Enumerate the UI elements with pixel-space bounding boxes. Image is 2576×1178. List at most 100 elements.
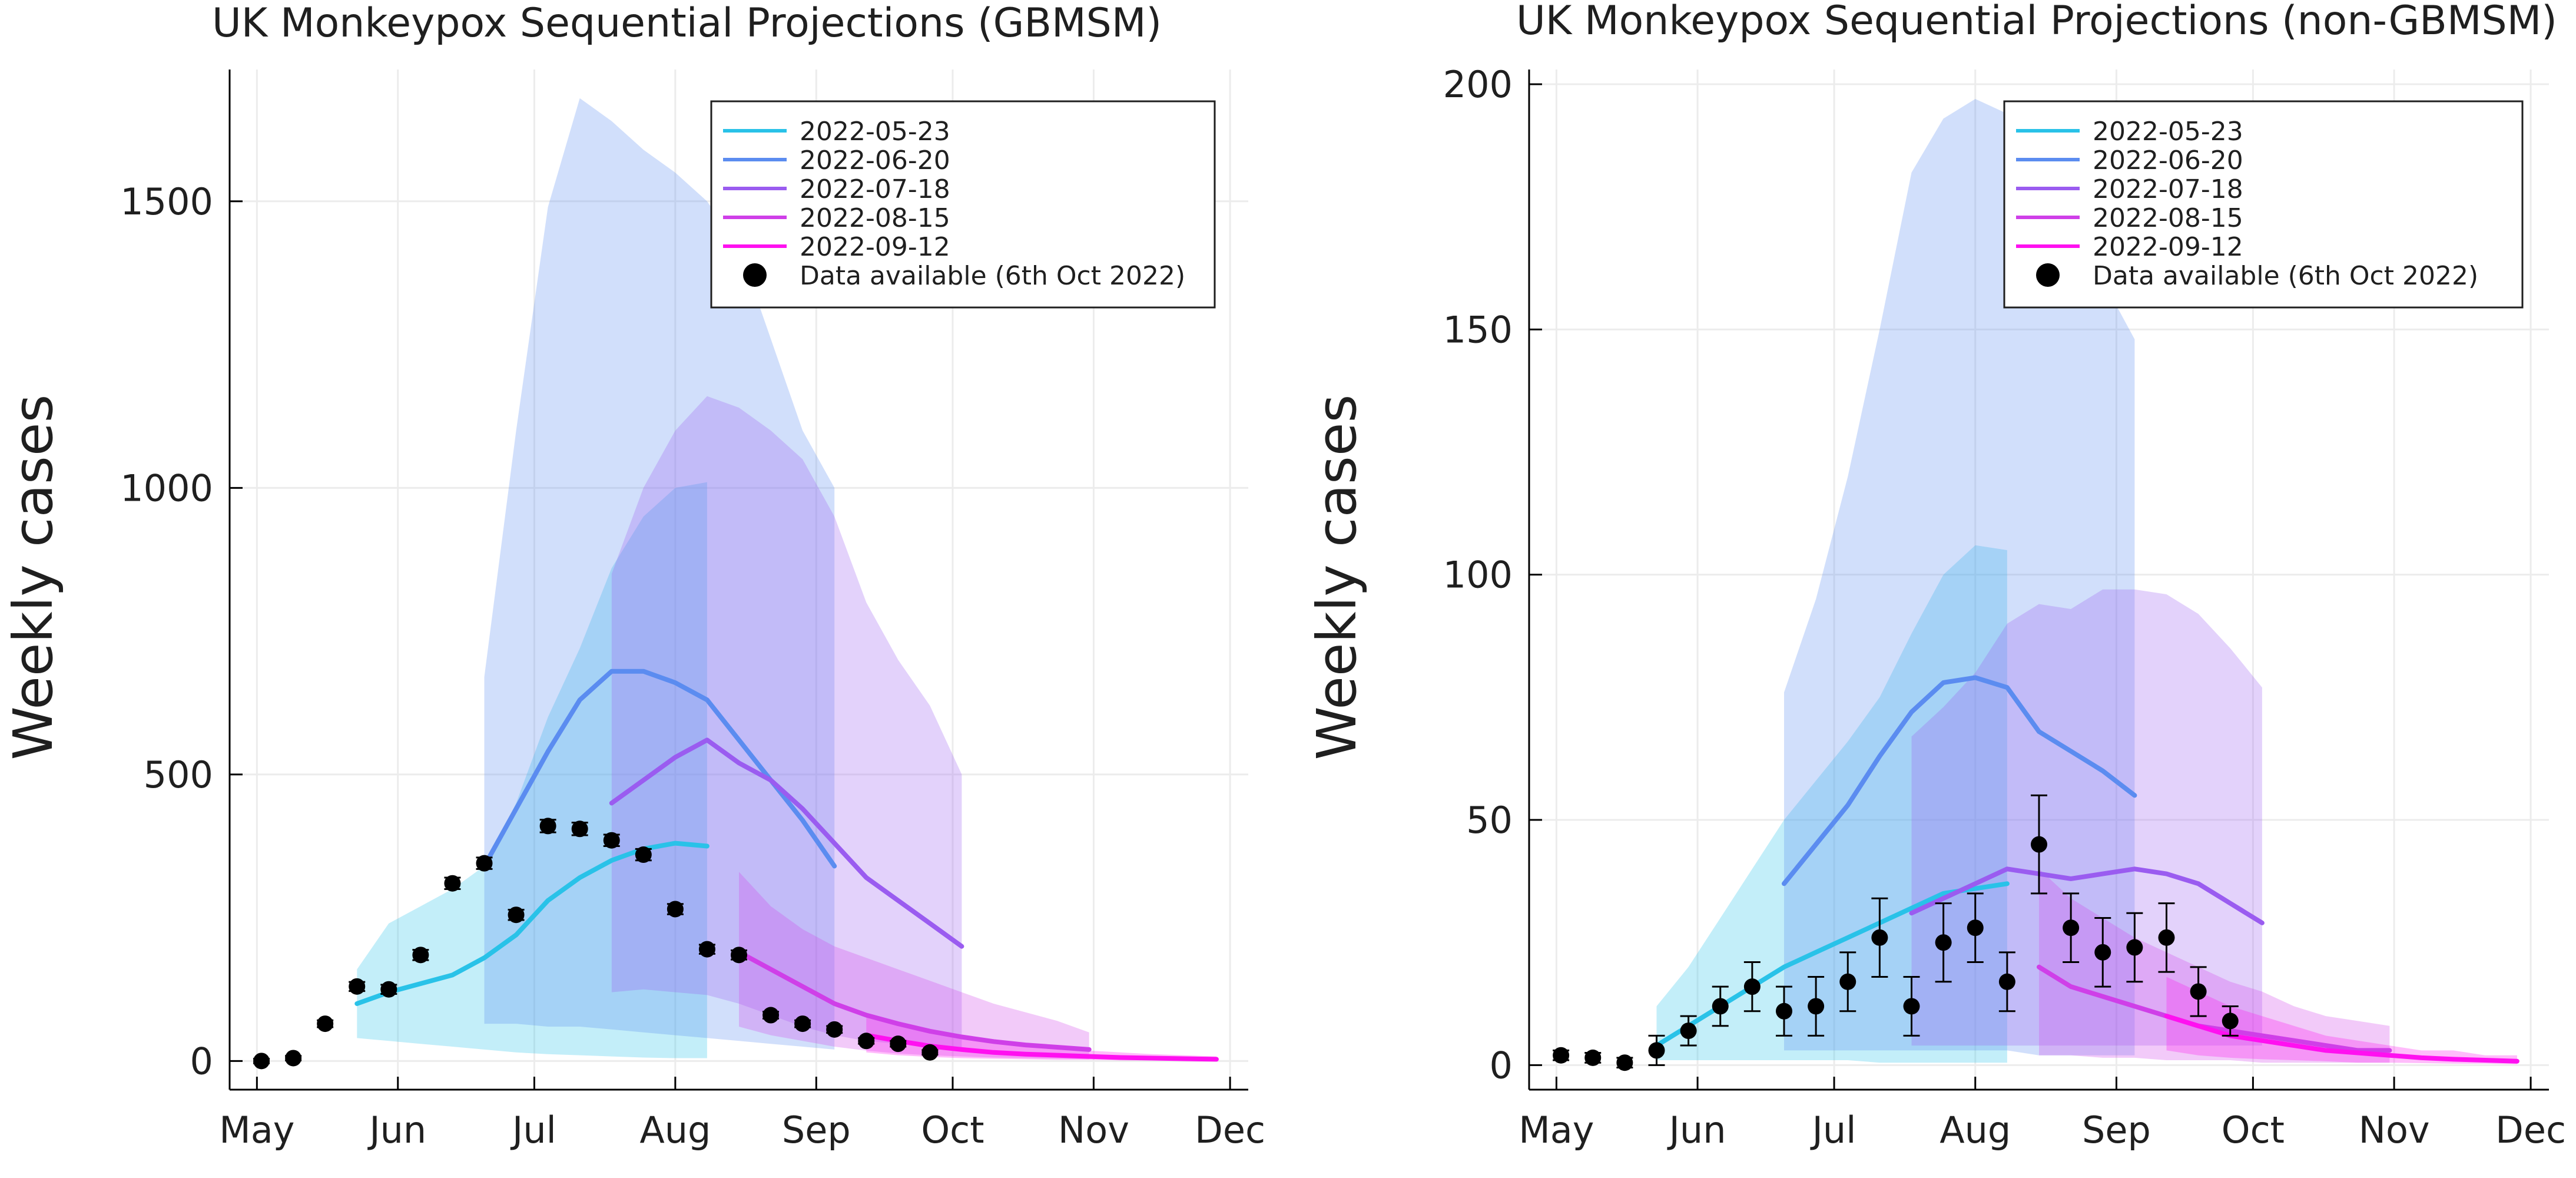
legend-label: Data available (6th Oct 2022) — [800, 261, 1185, 291]
legend-label: 2022-05-23 — [800, 117, 950, 147]
y-tick-label: 50 — [1466, 799, 1513, 842]
legend-label: 2022-07-18 — [2093, 174, 2243, 204]
y-tick-label: 1000 — [120, 466, 213, 509]
x-tick-label: Jun — [367, 1108, 426, 1151]
data-point — [1998, 973, 2015, 990]
data-point — [794, 1015, 811, 1033]
y-tick-label: 100 — [1443, 554, 1513, 597]
legend-swatch — [2036, 263, 2060, 287]
y-tick-label: 1500 — [120, 180, 213, 223]
data-point — [667, 901, 684, 918]
y-tick-label: 200 — [1443, 63, 1513, 106]
band-2022-08-15 — [739, 872, 1089, 1060]
chart-non-gbmsm: 0 50 100 150 200 May Jun Jul Aug Sep Oct Nov Dec UK M… — [1305, 0, 2566, 1151]
data-point — [253, 1053, 270, 1070]
x-tick-label: Oct — [921, 1108, 984, 1151]
x-tick-label: May — [1519, 1108, 1594, 1151]
band-2022-09-12 — [2166, 977, 2517, 1064]
y-axis-label: Weekly cases — [2, 395, 65, 760]
data-point — [1743, 978, 1761, 995]
x-tick-label: Nov — [1058, 1108, 1129, 1151]
series-line-2022-09-12 — [864, 1033, 1219, 1062]
data-point — [1776, 1002, 1792, 1020]
data-point — [1903, 998, 1920, 1015]
data-point — [508, 906, 525, 924]
band-2022-08-15 — [2039, 869, 2390, 1063]
y-tick-label: 500 — [144, 753, 213, 796]
legend-label: 2022-08-15 — [2093, 203, 2243, 233]
data-point — [317, 1015, 334, 1033]
data-point — [2063, 919, 2080, 937]
legend-label: 2022-08-15 — [800, 203, 950, 233]
data-point — [1935, 934, 1952, 951]
x-tick-label: Aug — [639, 1108, 711, 1151]
band-2022-05-23 — [357, 482, 707, 1058]
data-point — [2190, 983, 2207, 1000]
data-point — [2158, 929, 2175, 946]
data-point — [762, 1007, 780, 1024]
data-point — [1967, 919, 1984, 937]
y-tick-label: 0 — [1490, 1044, 1513, 1087]
data-point — [603, 832, 620, 849]
chart-title: UK Monkeypox Sequential Projections (GBM… — [212, 0, 1162, 47]
band-2022-06-20 — [1784, 99, 2135, 1055]
series-line-2022-07-18 — [1909, 866, 2265, 925]
y-axis-label: Weekly cases — [1305, 395, 1368, 760]
data-point — [2126, 939, 2143, 956]
data-point — [890, 1035, 907, 1053]
data-point — [476, 855, 493, 872]
x-tick-label: Aug — [1940, 1108, 2011, 1151]
series-line-2022-06-20 — [1782, 675, 2137, 886]
legend-box — [710, 100, 1216, 309]
x-tick-label: Dec — [1195, 1108, 1265, 1151]
data-point — [635, 846, 652, 863]
legend-label: Data available (6th Oct 2022) — [2093, 261, 2478, 291]
data-point — [1553, 1047, 1570, 1064]
x-tick-label: Oct — [2222, 1108, 2285, 1151]
chart-gbmsm: 0 500 1000 1500 May Jun Jul Aug Sep Oct Nov Dec UK M… — [2, 0, 1265, 1151]
band-2022-07-18 — [1911, 589, 2262, 1046]
y-tick-label: 0 — [190, 1040, 213, 1083]
data-point — [1616, 1054, 1633, 1071]
data-point — [2031, 836, 2047, 853]
data-point — [571, 820, 588, 838]
x-tick-label: Dec — [2495, 1108, 2566, 1151]
legend-label: 2022-06-20 — [800, 145, 950, 176]
data-point — [1584, 1049, 1602, 1066]
data-point — [731, 947, 747, 964]
x-tick-label: Sep — [782, 1108, 851, 1151]
data-point — [1712, 998, 1729, 1015]
x-tick-label: Sep — [2082, 1108, 2151, 1151]
chart-title: UK Monkeypox Sequential Projections (non… — [1516, 0, 2557, 44]
legend-label: 2022-07-18 — [800, 174, 950, 204]
band-2022-06-20 — [484, 98, 835, 1050]
data-point — [380, 981, 397, 998]
data-point — [921, 1044, 939, 1061]
series-line-2022-05-23 — [354, 841, 710, 1006]
data-point — [1808, 998, 1825, 1015]
legend-label: 2022-09-12 — [2093, 232, 2243, 262]
data-point — [412, 947, 429, 964]
data-point — [1648, 1042, 1665, 1059]
x-tick-label: Jun — [1667, 1108, 1726, 1151]
y-tick-label: 150 — [1443, 308, 1513, 351]
legend-box — [2003, 100, 2524, 309]
legend-label: 2022-09-12 — [800, 232, 950, 262]
data-point — [539, 818, 556, 835]
series-line-2022-09-12 — [2164, 1014, 2519, 1064]
series-line-2022-07-18 — [609, 737, 964, 949]
data-point — [698, 941, 715, 958]
data-point — [349, 978, 366, 995]
data-point — [826, 1021, 843, 1038]
data-point — [1839, 973, 1856, 990]
x-tick-label: May — [219, 1108, 294, 1151]
legend-swatch — [743, 263, 767, 287]
x-tick-label: Nov — [2359, 1108, 2430, 1151]
x-tick-label: Jul — [510, 1108, 556, 1151]
band-2022-05-23 — [1656, 545, 2007, 1063]
series-line-2022-08-15 — [737, 949, 1092, 1052]
data-point — [285, 1050, 302, 1067]
data-point — [444, 875, 461, 892]
data-point — [858, 1033, 875, 1050]
